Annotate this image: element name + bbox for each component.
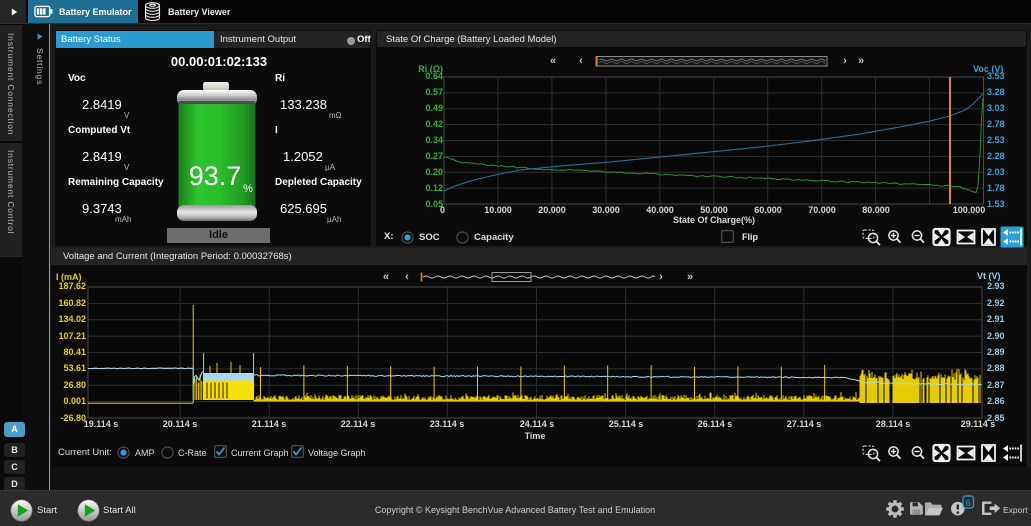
svg-text:6: 6 [966, 498, 971, 509]
svg-text:%: % [243, 183, 253, 195]
svg-text:93.7: 93.7 [189, 161, 242, 191]
